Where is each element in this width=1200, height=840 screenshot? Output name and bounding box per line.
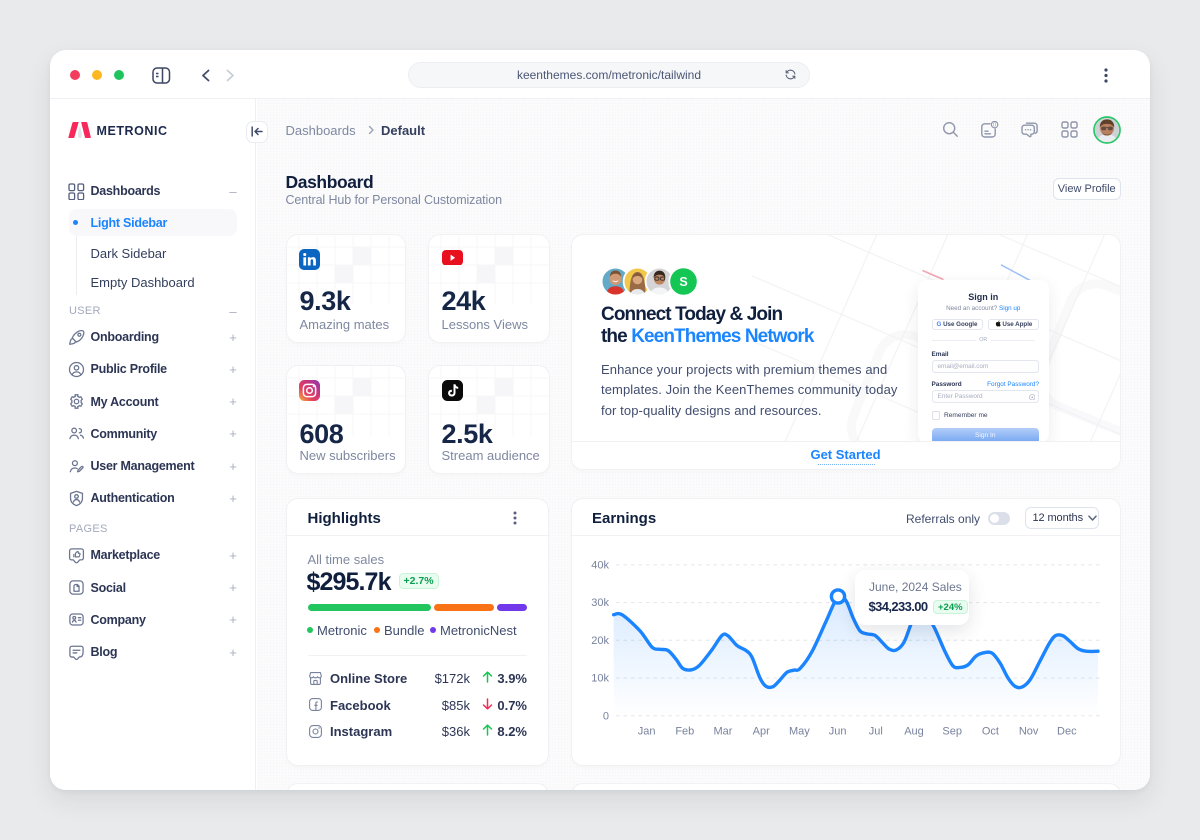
svg-text:20k: 20k	[591, 635, 609, 647]
svg-text:40k: 40k	[591, 560, 609, 572]
svg-text:Jul: Jul	[869, 726, 883, 738]
svg-text:Oct: Oct	[982, 726, 999, 738]
svg-text:Sep: Sep	[942, 726, 962, 738]
svg-text:Dec: Dec	[1057, 726, 1077, 738]
svg-text:Jun: Jun	[829, 726, 847, 738]
svg-text:Mar: Mar	[714, 726, 733, 738]
svg-text:Aug: Aug	[904, 726, 924, 738]
svg-text:Feb: Feb	[675, 726, 694, 738]
svg-text:Jan: Jan	[638, 726, 656, 738]
svg-text:Nov: Nov	[1019, 726, 1039, 738]
svg-text:0: 0	[993, 122, 996, 128]
svg-text:10k: 10k	[591, 673, 609, 685]
svg-text:May: May	[789, 726, 810, 738]
svg-text:0: 0	[603, 710, 609, 722]
svg-text:S: S	[679, 275, 687, 289]
svg-text:Apr: Apr	[753, 726, 770, 738]
svg-text:30k: 30k	[591, 597, 609, 609]
